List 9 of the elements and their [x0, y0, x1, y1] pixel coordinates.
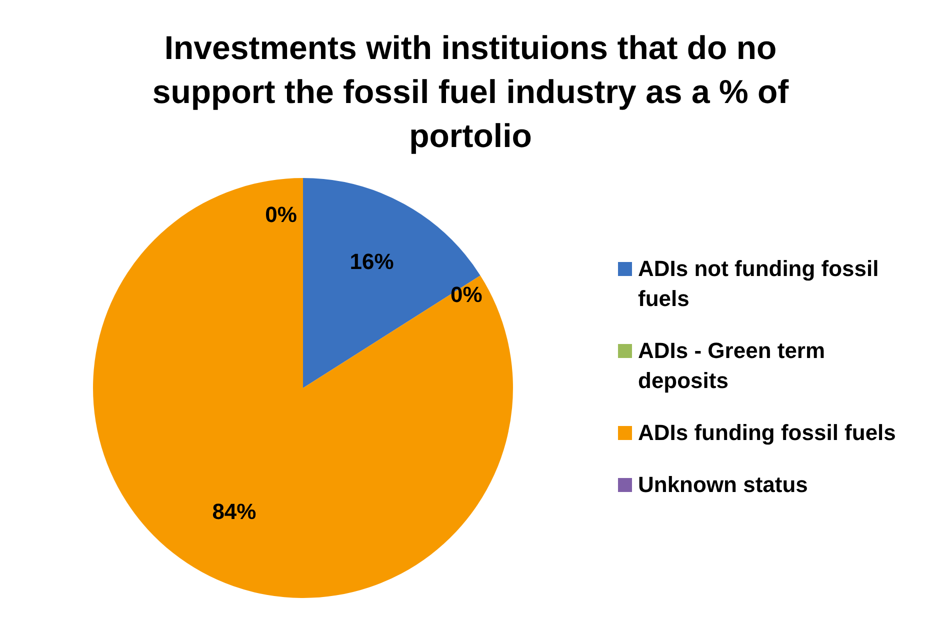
legend-label: ADIs - Green term deposits — [638, 337, 826, 395]
legend-label: ADIs funding fossil fuels — [638, 419, 896, 447]
legend-label: Unknown status — [638, 471, 808, 499]
legend-label: ADIs not funding fossil fuels — [638, 255, 880, 313]
text: 0% — [450, 282, 482, 307]
data-label: 16% — [350, 248, 394, 274]
chart-title: Investments with instituions that do no support the fossil fuel industry as a % of portolio — [151, 28, 790, 156]
data-label: 84% — [212, 499, 256, 524]
text: 0% — [265, 202, 297, 227]
